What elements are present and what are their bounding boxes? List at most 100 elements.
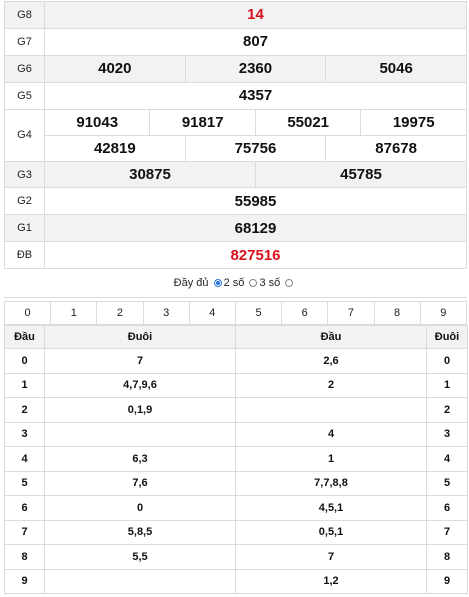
head-digit: 0 [4,348,45,374]
tail-values: 7,6 [44,470,236,496]
tail-values [44,421,236,447]
digit-button[interactable]: 9 [419,301,468,325]
prize-number: 91043 [43,108,151,136]
prize-label: G8 [4,1,45,29]
digit-button[interactable]: 4 [188,301,236,325]
prize-number: 42819 [44,134,186,162]
radio-full[interactable] [285,279,294,288]
row-g3: G3 30875 45785 [4,160,468,189]
head-values: 7,7,8,8 [235,470,427,496]
tail-digit: 5 [426,470,468,496]
head-digit: 8 [4,544,45,570]
prize-number: 68129 [44,214,467,243]
digit-button[interactable]: 3 [142,301,190,325]
row-g5: G5 4357 [4,81,467,110]
prize-number: 75756 [184,134,327,162]
table-row: 1 4,7,9,6 2 1 [4,372,468,398]
tail-digit: 2 [426,397,468,423]
prize-number: 4020 [44,54,186,83]
head-values: 2 [235,372,427,398]
head-values: 7 [235,544,427,570]
head-digit: 2 [4,397,45,423]
radio-two-digits[interactable] [213,279,222,288]
special-prize-number: 827516 [44,241,467,270]
row-g4-a: G4 91043 91817 55021 19975 [4,108,467,162]
tail-digit: 8 [426,544,468,570]
head-values [235,397,427,423]
head-digit: 6 [4,495,45,521]
tail-digit: 9 [426,568,468,594]
prize-number: 55021 [254,108,362,136]
prize-label: G7 [4,27,45,56]
tail-digit: 3 [426,421,468,447]
display-options: Đầy đủ 2 số 3 số [0,277,469,289]
head-values: 0,5,1 [235,519,427,545]
digit-button[interactable]: 8 [373,301,421,325]
digit-button[interactable]: 6 [281,301,329,325]
table-row: 6 0 4,5,1 6 [4,495,468,521]
digit-button[interactable]: 0 [3,301,52,325]
prize-number: 19975 [360,108,467,136]
col-tail-2: Đuôi [426,325,468,349]
prize-number: 30875 [44,160,256,189]
tail-values: 5,5 [44,544,236,570]
tail-digit: 4 [426,446,468,472]
table-row: 2 0,1,9 2 [4,397,468,423]
digit-button[interactable]: 1 [50,301,98,325]
table-row: 5 7,6 7,7,8,8 5 [4,470,468,496]
row-g4-b: 42819 75756 87678 [5,134,467,162]
table-row: 7 5,8,5 0,5,1 7 [4,519,468,545]
table-row: 0 7 2,6 0 [4,348,468,374]
table-row: 4 6,3 1 4 [4,446,468,472]
option-three-label[interactable]: 3 số [259,277,281,290]
prize-number: 91817 [149,108,256,136]
row-special: ĐB 827516 [4,241,467,270]
prize-label: G6 [4,54,45,83]
tail-values [44,568,236,594]
tail-values: 0 [44,495,236,521]
prize-number: 14 [44,1,467,29]
option-full-label[interactable]: Đầy đủ [173,277,209,290]
tail-values: 4,7,9,6 [44,372,236,398]
head-digit: 7 [4,519,45,545]
head-digit: 4 [4,446,45,472]
prize-number: 87678 [325,134,467,162]
col-head-2: Đầu [235,325,427,349]
row-g6: G6 4020 2360 5046 [4,54,467,83]
head-digit: 9 [4,568,45,594]
prize-number: 45785 [254,160,468,189]
head-values: 4,5,1 [235,495,427,521]
row-g8: G8 14 [4,1,467,29]
head-values: 2,6 [235,348,427,374]
tail-digit: 0 [426,348,468,374]
row-g7: G7 807 [4,27,467,56]
prize-number: 55985 [44,187,467,216]
col-head: Đầu [4,325,45,349]
prize-number: 807 [44,27,467,56]
head-digit: 3 [4,421,45,447]
head-digit: 1 [4,372,45,398]
head-digit: 5 [4,470,45,496]
digit-button[interactable]: 5 [234,301,283,325]
digit-button[interactable]: 7 [327,301,375,325]
divider [4,297,467,298]
tail-digit: 1 [426,372,468,398]
prize-number: 2360 [184,54,327,83]
table-row: 8 5,5 7 8 [4,544,468,570]
loto-head-tail-table: Đầu Đuôi Đầu Đuôi 0 7 2,6 0 1 4,7,9,6 2 1 2 0,1,9… [4,325,468,594]
tail-digit: 7 [426,519,468,545]
tail-digit: 6 [426,495,468,521]
prize-label: G1 [4,214,45,243]
prize-label: G2 [4,187,45,216]
loto-header-row: Đầu Đuôi Đầu Đuôi [4,325,468,349]
prize-label: ĐB [4,241,45,270]
radio-three-digits[interactable] [249,279,258,288]
digit-button[interactable]: 2 [96,301,144,325]
option-two-label[interactable]: 2 số [223,277,245,290]
prize-label: G4 [4,108,45,162]
col-tail: Đuôi [44,325,236,349]
prize-number: 4357 [44,81,467,110]
table-row: 9 1,2 9 [4,568,468,594]
tail-values: 0,1,9 [44,397,236,423]
